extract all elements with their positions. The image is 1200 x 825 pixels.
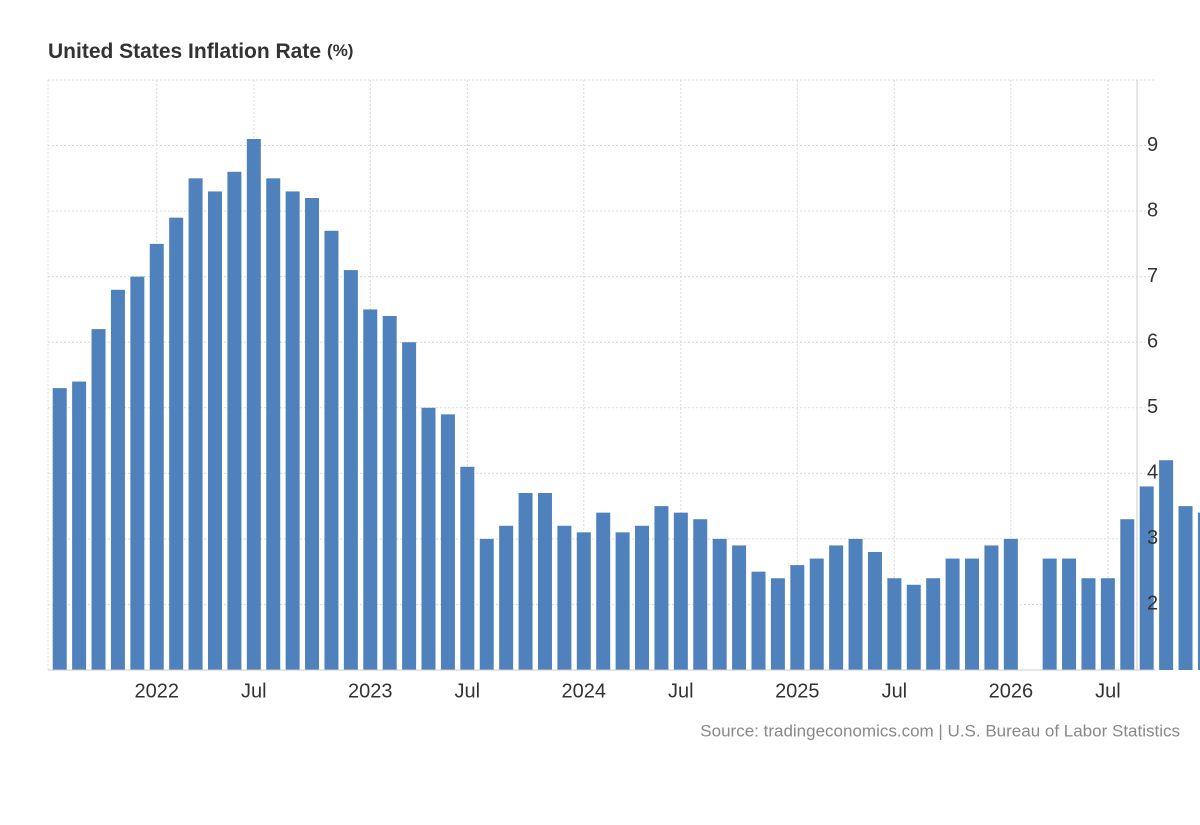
bar xyxy=(382,316,397,670)
bar xyxy=(305,198,320,670)
bar xyxy=(421,407,436,670)
chart-title: United States Inflation Rate (%) xyxy=(48,40,353,63)
y-tick-label: 7 xyxy=(1147,265,1158,287)
bar xyxy=(285,191,300,670)
bar xyxy=(110,289,125,670)
bar xyxy=(809,558,824,670)
bar xyxy=(72,381,87,670)
bar xyxy=(945,558,960,670)
y-tick-label: 8 xyxy=(1147,199,1158,221)
bar xyxy=(149,243,164,670)
x-tick-label: Jul xyxy=(882,680,908,702)
bar xyxy=(402,342,417,670)
bar xyxy=(770,578,785,670)
bar xyxy=(557,525,572,670)
bar xyxy=(537,493,552,670)
y-tick-label: 2 xyxy=(1147,593,1158,615)
bar xyxy=(576,532,591,670)
bar xyxy=(984,545,999,670)
bar xyxy=(91,329,106,670)
bar xyxy=(790,565,805,670)
bar xyxy=(363,309,378,670)
bar xyxy=(460,466,475,670)
bar xyxy=(246,139,261,670)
bar xyxy=(654,506,669,670)
title-text: United States Inflation Rate xyxy=(48,40,321,63)
x-tick-label: 2022 xyxy=(135,680,180,702)
bar xyxy=(130,276,145,670)
bar xyxy=(596,512,611,670)
bar xyxy=(693,519,708,670)
x-tick-label: 2023 xyxy=(348,680,393,702)
bar xyxy=(1100,578,1115,670)
x-tick-label: Jul xyxy=(1095,680,1121,702)
x-tick-label: 2024 xyxy=(562,680,607,702)
bar xyxy=(635,525,650,670)
x-tick-label: 2026 xyxy=(989,680,1034,702)
bar xyxy=(1081,578,1096,670)
bar xyxy=(1003,538,1018,670)
x-tick-label: Jul xyxy=(241,680,267,702)
bar xyxy=(324,230,339,670)
bar xyxy=(867,552,882,670)
bar xyxy=(188,178,203,671)
y-tick-label: 6 xyxy=(1147,331,1158,353)
bar xyxy=(266,178,281,671)
bar xyxy=(848,538,863,670)
bar xyxy=(1120,519,1135,670)
bar xyxy=(965,558,980,670)
bar xyxy=(479,538,494,670)
bar xyxy=(169,217,184,670)
bar xyxy=(1042,558,1057,670)
x-tick-label: 2025 xyxy=(775,680,820,702)
bar xyxy=(1159,460,1174,670)
bar xyxy=(207,191,222,670)
bar xyxy=(906,584,921,670)
bar xyxy=(1062,558,1077,670)
bar xyxy=(518,493,533,670)
bar xyxy=(732,545,747,670)
unit: (%) xyxy=(327,41,353,60)
bar xyxy=(343,270,358,670)
bar xyxy=(926,578,941,670)
bar xyxy=(1178,506,1193,670)
y-tick-label: 5 xyxy=(1147,396,1158,418)
bar xyxy=(227,171,242,670)
bar xyxy=(887,578,902,670)
bar xyxy=(615,532,630,670)
bar xyxy=(712,538,727,670)
x-tick-label: Jul xyxy=(668,680,694,702)
y-tick-label: 4 xyxy=(1147,462,1158,484)
bar xyxy=(1139,486,1154,670)
bar xyxy=(499,525,514,670)
bar xyxy=(673,512,688,670)
bar xyxy=(52,388,67,670)
bar xyxy=(751,571,766,670)
y-tick-label: 3 xyxy=(1147,527,1158,549)
x-tick-label: Jul xyxy=(455,680,481,702)
source: Source: tradingeconomics.com | U.S. Bure… xyxy=(700,721,1180,740)
bar xyxy=(1197,512,1200,670)
bar xyxy=(440,414,455,670)
y-tick-label: 9 xyxy=(1147,134,1158,156)
bar xyxy=(829,545,844,670)
